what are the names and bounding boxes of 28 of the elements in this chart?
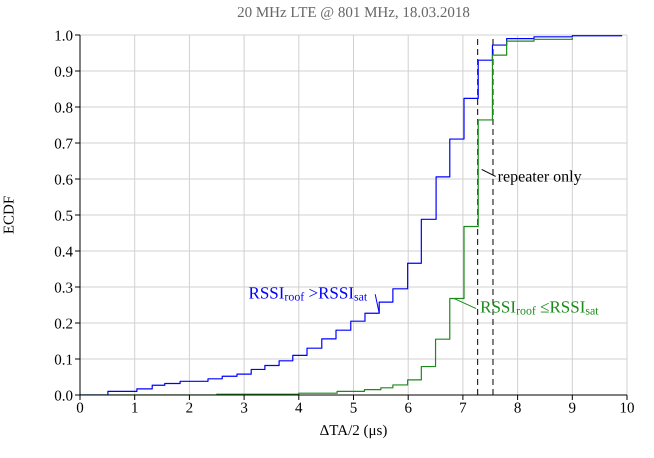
y-tick-label: 0.7 bbox=[54, 136, 74, 152]
y-tick-label: 0.2 bbox=[54, 316, 73, 332]
y-tick-label: 0.5 bbox=[54, 208, 73, 224]
x-tick-label: 8 bbox=[514, 400, 522, 417]
x-tick-label: 0 bbox=[76, 400, 84, 417]
chart-title: 20 MHz LTE @ 801 MHz, 18.03.2018 bbox=[237, 5, 470, 21]
y-tick-label: 0.1 bbox=[54, 352, 73, 368]
x-tick-label: 1 bbox=[130, 400, 138, 417]
x-axis-title: ΔTA/2 (μs) bbox=[320, 423, 388, 439]
y-tick-label: 0.0 bbox=[54, 388, 73, 404]
x-tick-label: 7 bbox=[459, 400, 468, 417]
y-tick-label: 0.8 bbox=[54, 100, 73, 116]
x-tick-label: 9 bbox=[568, 400, 576, 417]
y-axis-title: ECDF bbox=[1, 196, 18, 234]
x-tick-label: 4 bbox=[295, 400, 304, 417]
y-tick-label: 0.4 bbox=[54, 244, 74, 260]
y-tick-label: 0.6 bbox=[54, 172, 74, 188]
y-tick-label: 0.9 bbox=[54, 64, 73, 80]
y-tick-label: 1.0 bbox=[54, 28, 73, 44]
x-tick-label: 2 bbox=[186, 400, 194, 417]
ref-line-label: repeater only bbox=[498, 168, 582, 186]
x-tick-label: 3 bbox=[240, 400, 248, 417]
x-tick-label: 5 bbox=[350, 400, 358, 417]
series-label: RSSI$_{roof}$ >RSSI$_{sat}$ bbox=[248, 283, 368, 304]
y-tick-label: 0.3 bbox=[54, 280, 73, 296]
x-tick-label: 6 bbox=[404, 400, 412, 417]
x-tick-label: 10 bbox=[620, 400, 634, 417]
legend-label: RSSI$_{roof}$ ≤RSSI$_{sat}$ bbox=[480, 298, 600, 318]
